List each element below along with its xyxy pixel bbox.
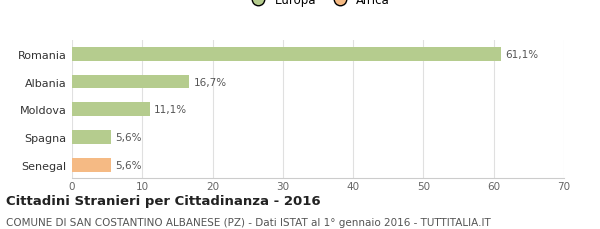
Bar <box>72 131 112 145</box>
Legend: Europa, Africa: Europa, Africa <box>241 0 395 12</box>
Bar <box>72 103 150 117</box>
Bar <box>72 47 502 61</box>
Bar <box>72 75 190 89</box>
Text: COMUNE DI SAN COSTANTINO ALBANESE (PZ) - Dati ISTAT al 1° gennaio 2016 - TUTTITA: COMUNE DI SAN COSTANTINO ALBANESE (PZ) -… <box>6 218 491 227</box>
Text: 5,6%: 5,6% <box>116 133 142 143</box>
Bar <box>72 158 112 172</box>
Text: 61,1%: 61,1% <box>506 49 539 59</box>
Text: Cittadini Stranieri per Cittadinanza - 2016: Cittadini Stranieri per Cittadinanza - 2… <box>6 195 320 208</box>
Text: 5,6%: 5,6% <box>116 161 142 170</box>
Text: 16,7%: 16,7% <box>194 77 227 87</box>
Text: 11,1%: 11,1% <box>154 105 187 115</box>
